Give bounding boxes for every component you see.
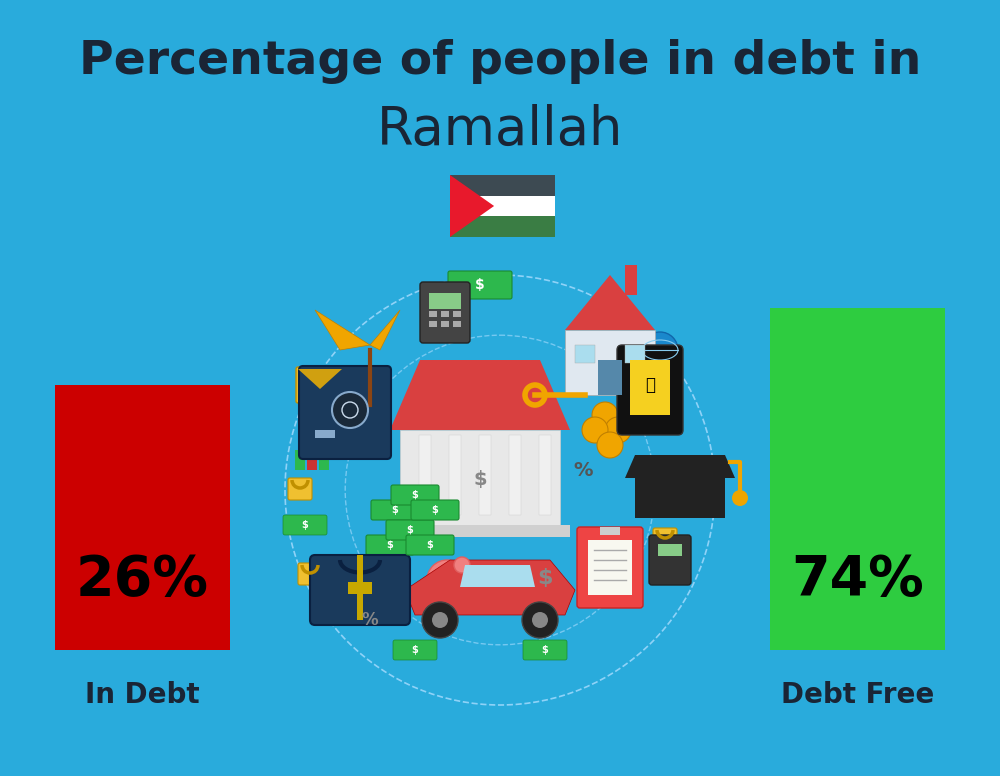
FancyBboxPatch shape — [366, 535, 414, 555]
Bar — [429, 293, 461, 309]
Polygon shape — [460, 565, 535, 587]
Text: In Debt: In Debt — [85, 681, 200, 709]
Polygon shape — [298, 369, 342, 389]
Bar — [429, 311, 437, 317]
Text: $: $ — [432, 505, 438, 515]
Polygon shape — [370, 310, 400, 350]
Bar — [625, 265, 637, 295]
Bar — [625, 345, 645, 363]
Bar — [509, 435, 521, 515]
Circle shape — [592, 402, 618, 428]
Text: Percentage of people in debt in: Percentage of people in debt in — [79, 40, 921, 85]
Circle shape — [732, 490, 748, 506]
Bar — [600, 527, 620, 535]
Bar — [450, 175, 555, 196]
FancyBboxPatch shape — [386, 520, 434, 540]
Circle shape — [332, 392, 368, 428]
FancyBboxPatch shape — [391, 485, 439, 505]
Text: %: % — [362, 611, 378, 629]
Text: $: $ — [473, 470, 487, 490]
FancyBboxPatch shape — [288, 478, 312, 500]
Text: Ramallah: Ramallah — [377, 104, 623, 156]
Bar — [319, 452, 329, 470]
Circle shape — [642, 332, 678, 368]
Polygon shape — [405, 560, 575, 615]
Polygon shape — [625, 455, 735, 478]
FancyBboxPatch shape — [411, 500, 459, 520]
FancyBboxPatch shape — [523, 640, 567, 660]
Bar — [598, 360, 622, 395]
Bar — [315, 430, 335, 438]
FancyBboxPatch shape — [393, 640, 437, 660]
FancyBboxPatch shape — [653, 528, 677, 550]
Text: 26%: 26% — [76, 553, 209, 607]
Bar — [450, 175, 555, 237]
Bar — [419, 435, 431, 515]
Bar — [400, 430, 560, 525]
Circle shape — [532, 612, 548, 628]
Text: $: $ — [392, 505, 398, 515]
Bar — [770, 308, 945, 650]
Bar — [450, 217, 555, 237]
Bar — [575, 345, 595, 363]
Circle shape — [522, 602, 558, 638]
FancyBboxPatch shape — [448, 271, 512, 299]
Bar — [295, 450, 305, 470]
Bar — [390, 525, 570, 537]
Text: $: $ — [542, 645, 548, 655]
Circle shape — [605, 417, 631, 443]
FancyBboxPatch shape — [298, 563, 322, 585]
Bar — [453, 311, 461, 317]
FancyBboxPatch shape — [617, 345, 683, 435]
Circle shape — [422, 602, 458, 638]
Text: Debt Free: Debt Free — [781, 681, 934, 709]
Text: %: % — [573, 460, 593, 480]
Text: $: $ — [427, 540, 433, 550]
Bar — [630, 360, 670, 415]
Bar — [348, 582, 372, 594]
Text: 74%: 74% — [791, 553, 924, 607]
Bar — [565, 330, 655, 395]
Text: $: $ — [302, 520, 308, 530]
Bar — [449, 435, 461, 515]
Bar — [429, 321, 437, 327]
Text: $: $ — [412, 490, 418, 500]
Circle shape — [597, 432, 623, 458]
Bar — [453, 321, 461, 327]
Bar — [539, 435, 551, 515]
Circle shape — [427, 560, 467, 600]
Bar — [357, 555, 363, 620]
Text: $: $ — [412, 645, 418, 655]
Bar — [479, 435, 491, 515]
FancyBboxPatch shape — [296, 367, 344, 403]
FancyBboxPatch shape — [649, 535, 691, 585]
FancyBboxPatch shape — [310, 555, 410, 625]
Circle shape — [582, 417, 608, 443]
FancyBboxPatch shape — [577, 527, 643, 608]
Bar — [307, 440, 317, 470]
Circle shape — [432, 612, 448, 628]
Circle shape — [454, 557, 470, 573]
FancyBboxPatch shape — [299, 366, 391, 459]
FancyBboxPatch shape — [420, 282, 470, 343]
Bar — [441, 321, 449, 327]
Text: 🏦: 🏦 — [645, 376, 655, 394]
Text: $: $ — [387, 540, 393, 550]
Polygon shape — [565, 275, 655, 330]
Polygon shape — [450, 175, 494, 237]
FancyBboxPatch shape — [283, 515, 327, 535]
Bar — [635, 478, 725, 518]
Text: $: $ — [537, 568, 553, 588]
Bar — [658, 544, 682, 556]
Polygon shape — [315, 310, 370, 350]
Bar — [441, 311, 449, 317]
FancyBboxPatch shape — [406, 535, 454, 555]
Text: $: $ — [407, 525, 413, 535]
Text: $: $ — [475, 278, 485, 292]
Bar — [588, 540, 632, 595]
Bar — [55, 385, 230, 650]
FancyBboxPatch shape — [371, 500, 419, 520]
Polygon shape — [390, 360, 570, 430]
